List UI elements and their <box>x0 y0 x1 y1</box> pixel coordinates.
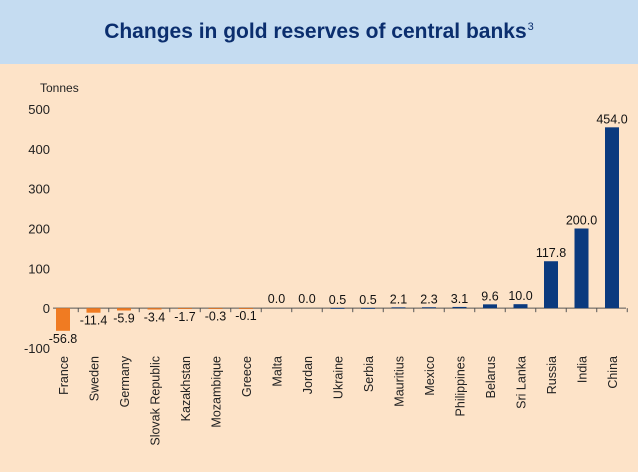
bar <box>208 308 223 309</box>
x-tick-label: India <box>576 356 590 383</box>
x-tick-label: Germany <box>118 355 132 407</box>
x-tick-label: Kazakhstan <box>179 356 193 421</box>
x-tick-label: Serbia <box>362 356 376 392</box>
bar <box>605 127 619 309</box>
data-label: -11.4 <box>80 314 108 328</box>
x-tick-label: France <box>57 356 71 395</box>
y-tick-label: 100 <box>28 261 50 276</box>
bar <box>239 308 253 309</box>
bar <box>56 308 70 331</box>
bar <box>544 261 558 309</box>
x-tick-label: Ukraine <box>332 356 346 399</box>
bar <box>391 307 406 309</box>
x-tick-label: China <box>606 356 620 389</box>
data-label: 200.0 <box>566 214 597 228</box>
bar <box>330 307 345 309</box>
bar <box>178 308 192 309</box>
chart-title: Changes in gold reserves of central bank… <box>104 20 534 44</box>
data-label: -5.9 <box>113 312 135 326</box>
data-label: 117.8 <box>536 246 566 260</box>
bar <box>361 307 375 309</box>
bar <box>483 304 497 309</box>
bar <box>422 307 436 309</box>
bar <box>574 228 589 309</box>
x-tick-label: Sweden <box>88 356 102 401</box>
data-label: 10.0 <box>508 289 532 303</box>
title-band: Changes in gold reserves of central bank… <box>0 0 638 64</box>
data-label: -56.8 <box>49 332 78 346</box>
y-tick-label: -100 <box>24 341 50 356</box>
chart-title-text: Changes in gold reserves of central bank… <box>104 20 527 43</box>
x-tick-label: Malta <box>271 356 285 387</box>
category-labels: France Sweden Germany Slovak Republic Kazakh… <box>57 355 620 445</box>
x-tick-label: Belarus <box>484 356 498 398</box>
bar <box>117 308 131 311</box>
y-axis-label: Tonnes <box>40 81 79 95</box>
y-tick-label: 300 <box>28 182 50 197</box>
bar <box>452 306 467 309</box>
data-label: -0.3 <box>205 309 227 323</box>
x-tick-label: Jordan <box>301 356 315 394</box>
x-tick-label: Philippines <box>454 356 468 416</box>
x-tick-label: Sri Lanka <box>515 356 529 409</box>
x-tick-label: Greece <box>240 356 254 397</box>
data-label: 9.6 <box>481 289 498 303</box>
bar <box>86 308 101 313</box>
data-label: 2.1 <box>390 292 407 306</box>
x-tick-label: Slovak Republic <box>149 356 163 446</box>
data-label: -1.7 <box>174 310 196 324</box>
title-footnote: 3 <box>527 21 534 33</box>
y-tick-label: 500 <box>28 102 50 117</box>
data-label: 0.0 <box>298 292 315 306</box>
data-label: 0.5 <box>329 293 346 307</box>
x-tick-label: Mozambique <box>210 356 224 428</box>
data-label: 0.5 <box>359 293 376 307</box>
data-label: -0.1 <box>235 309 257 323</box>
x-tick-label: Mauritius <box>393 356 407 407</box>
data-label: 0.0 <box>268 292 285 306</box>
x-tick-label: Russia <box>545 356 559 394</box>
y-axis-ticks: -100 0 100 200 300 400 500 <box>24 102 50 356</box>
data-label: -3.4 <box>144 311 166 325</box>
data-label: 454.0 <box>596 112 627 126</box>
bar <box>147 308 162 310</box>
value-labels: -56.8-11.4 -5.9 -3.4 -1.7 -0.3 -0.1 0.0 0.0 0.5 0… <box>49 112 628 345</box>
y-tick-label: 200 <box>28 222 50 237</box>
y-tick-label: 0 <box>43 301 50 316</box>
bars <box>56 127 619 331</box>
x-tick-label: Mexico <box>423 356 437 396</box>
y-tick-label: 400 <box>28 142 50 157</box>
data-label: 3.1 <box>451 292 468 306</box>
data-label: 2.3 <box>420 292 437 306</box>
bar <box>513 304 528 309</box>
